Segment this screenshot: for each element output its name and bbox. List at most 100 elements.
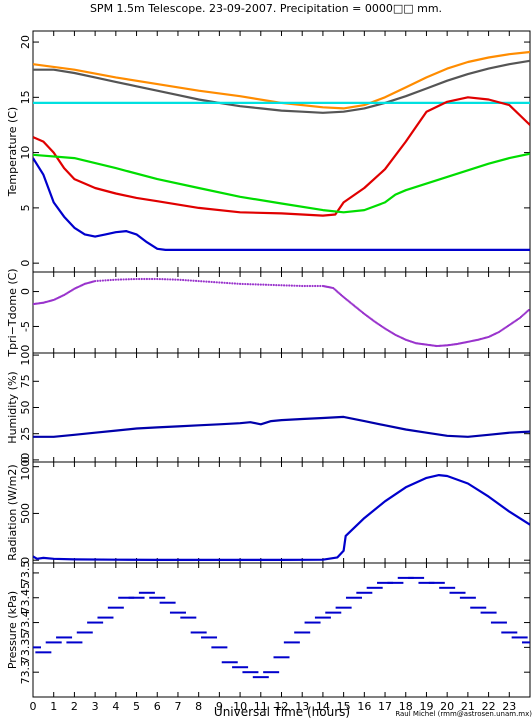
data-point <box>294 631 311 634</box>
data-point <box>148 277 151 281</box>
data-point <box>387 581 404 584</box>
data-point <box>470 606 487 609</box>
data-point <box>179 278 182 281</box>
series-line-5 <box>33 157 530 251</box>
data-point <box>263 671 280 674</box>
data-point <box>33 646 41 649</box>
x-axis-label: Universal Time (hours) <box>214 705 350 719</box>
data-point <box>143 277 146 281</box>
data-point <box>180 616 197 619</box>
panel-frame <box>32 352 531 463</box>
data-point <box>76 631 93 634</box>
x-tick-label: 14 <box>316 700 330 713</box>
data-point <box>202 280 205 283</box>
data-point <box>132 277 136 281</box>
data-point <box>223 281 226 284</box>
data-point <box>184 279 187 282</box>
x-tick-label: 8 <box>195 700 202 713</box>
data-point <box>439 586 456 589</box>
data-point <box>267 283 270 286</box>
data-point <box>397 576 414 579</box>
data-point <box>246 283 249 286</box>
data-point <box>159 601 176 604</box>
x-tick-label: 18 <box>399 700 413 713</box>
data-point <box>138 591 155 594</box>
y-tick-label: 0 <box>19 260 32 267</box>
data-point <box>290 284 293 287</box>
data-point <box>35 651 52 654</box>
data-point <box>150 277 154 281</box>
data-point <box>232 666 249 669</box>
data-point <box>408 576 425 579</box>
data-point <box>319 284 322 288</box>
data-point <box>163 278 167 281</box>
y-tick-label: 500 <box>19 503 32 524</box>
y-axis-label: Temperature (C) <box>6 107 19 197</box>
data-point <box>249 283 252 286</box>
data-point <box>282 284 286 287</box>
x-tick-label: 12 <box>275 700 289 713</box>
x-tick-label: 11 <box>254 700 268 713</box>
data-point <box>252 676 269 679</box>
data-point <box>314 284 317 288</box>
data-point <box>205 280 208 283</box>
data-point <box>231 282 234 285</box>
y-tick-label: 25 <box>19 427 32 441</box>
data-point <box>138 277 141 281</box>
y-tick-label: -5 <box>19 321 32 332</box>
data-point <box>275 283 278 287</box>
data-point <box>218 281 221 284</box>
series-group <box>33 576 530 679</box>
data-point <box>200 280 203 283</box>
data-point <box>118 596 135 599</box>
data-point <box>298 284 301 287</box>
y-tick-label: 73.35 <box>19 632 32 664</box>
y-axis-label: Tpri−Tdome (C) <box>6 268 19 357</box>
data-point <box>56 636 73 639</box>
data-point <box>213 281 216 284</box>
data-point <box>304 621 321 624</box>
data-point <box>182 278 185 282</box>
series-group <box>33 415 530 438</box>
y-tick-label: 0 <box>19 456 32 463</box>
data-point <box>210 280 213 284</box>
data-point <box>270 283 273 287</box>
x-tick-label: 21 <box>461 700 475 713</box>
y-tick-label: 1000 <box>19 453 32 481</box>
data-point <box>94 279 97 283</box>
data-point <box>377 581 394 584</box>
data-point <box>117 278 120 281</box>
data-point <box>293 284 296 287</box>
data-point <box>149 596 166 599</box>
figure-title: SPM 1.5m Telescope. 23-09-2007. Precipit… <box>90 2 442 15</box>
x-tick-label: 13 <box>295 700 309 713</box>
data-point <box>169 278 172 281</box>
data-point <box>215 281 218 284</box>
data-point <box>112 278 115 281</box>
y-tick-label: 73.45 <box>19 582 32 614</box>
data-point <box>114 278 117 281</box>
data-point <box>140 277 143 281</box>
data-point <box>345 596 362 599</box>
x-tick-label: 5 <box>133 700 140 713</box>
x-tick-label: 9 <box>216 700 223 713</box>
data-point <box>99 279 102 282</box>
data-point <box>366 586 383 589</box>
data-point <box>285 284 288 287</box>
data-point <box>242 671 259 674</box>
y-tick-label: 75 <box>19 374 32 388</box>
data-point <box>301 284 304 288</box>
data-point <box>303 284 306 288</box>
data-point <box>156 277 159 281</box>
data-point <box>238 282 242 285</box>
data-point <box>158 277 161 281</box>
y-tick-label: 20 <box>19 35 32 49</box>
data-point <box>189 279 193 282</box>
data-point <box>171 278 174 281</box>
y-tick-label: 73.5 <box>19 561 32 586</box>
series-group <box>33 474 530 561</box>
